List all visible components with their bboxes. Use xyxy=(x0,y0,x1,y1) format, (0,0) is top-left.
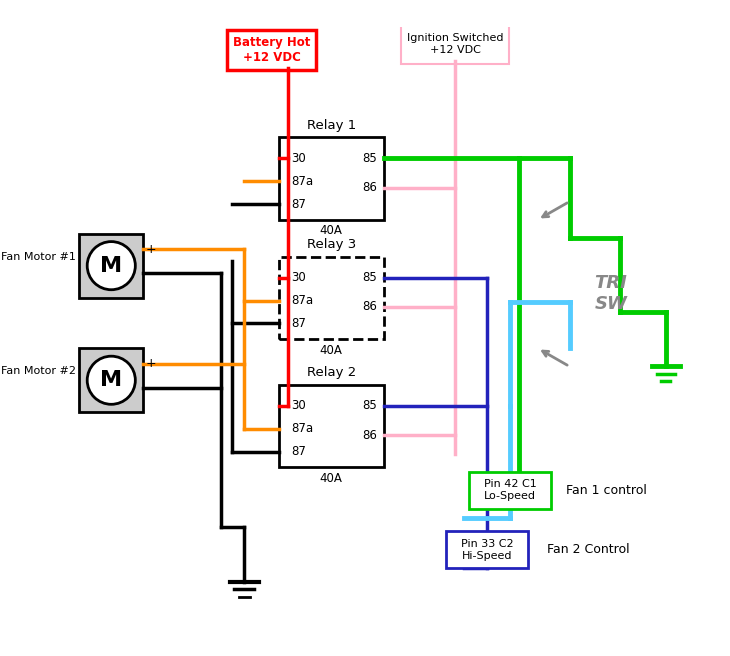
Text: Ignition Switched
+12 VDC: Ignition Switched +12 VDC xyxy=(407,33,503,54)
Text: 30: 30 xyxy=(291,400,306,413)
Text: +: + xyxy=(145,358,155,370)
Ellipse shape xyxy=(87,241,135,290)
Text: -: - xyxy=(145,381,150,394)
Text: 30: 30 xyxy=(291,271,306,284)
Text: 86: 86 xyxy=(362,300,377,314)
Text: 85: 85 xyxy=(362,400,377,413)
Text: Fan 2 Control: Fan 2 Control xyxy=(547,543,629,556)
Text: 87: 87 xyxy=(291,445,307,459)
Text: 30: 30 xyxy=(291,152,306,165)
Text: 40A: 40A xyxy=(320,472,342,485)
Text: Fan Motor #2: Fan Motor #2 xyxy=(1,366,75,376)
Text: Pin 42 C1
Lo-Speed: Pin 42 C1 Lo-Speed xyxy=(484,480,537,501)
Text: Relay 3: Relay 3 xyxy=(307,238,356,251)
Bar xyxy=(79,348,143,413)
Text: 85: 85 xyxy=(362,152,377,165)
Text: 40A: 40A xyxy=(320,344,342,357)
Text: 86: 86 xyxy=(362,429,377,441)
Text: Relay 1: Relay 1 xyxy=(307,119,356,132)
Text: 40A: 40A xyxy=(320,224,342,237)
Text: +: + xyxy=(145,243,155,256)
Bar xyxy=(469,472,551,508)
Bar xyxy=(446,531,529,568)
Text: 87a: 87a xyxy=(291,422,313,436)
Bar xyxy=(279,137,384,220)
Text: Fan Motor #1: Fan Motor #1 xyxy=(1,251,75,262)
Text: Relay 2: Relay 2 xyxy=(307,366,356,379)
Text: Pin 33 C2
Hi-Speed: Pin 33 C2 Hi-Speed xyxy=(461,539,513,561)
Text: 85: 85 xyxy=(362,271,377,284)
Text: M: M xyxy=(100,370,123,390)
Text: 87: 87 xyxy=(291,197,307,211)
Text: M: M xyxy=(100,256,123,276)
Text: 87a: 87a xyxy=(291,294,313,307)
FancyBboxPatch shape xyxy=(402,24,509,64)
Ellipse shape xyxy=(87,356,135,404)
Text: TRI
SW: TRI SW xyxy=(594,274,627,312)
Bar xyxy=(79,234,143,298)
Text: 87a: 87a xyxy=(291,175,313,188)
FancyBboxPatch shape xyxy=(227,30,316,70)
Text: Fan 1 control: Fan 1 control xyxy=(566,483,647,497)
Text: 86: 86 xyxy=(362,181,377,194)
Bar xyxy=(279,385,384,467)
Text: -: - xyxy=(145,266,150,279)
Text: Battery Hot
+12 VDC: Battery Hot +12 VDC xyxy=(233,36,310,64)
Text: 87: 87 xyxy=(291,317,307,330)
Bar xyxy=(279,256,384,339)
